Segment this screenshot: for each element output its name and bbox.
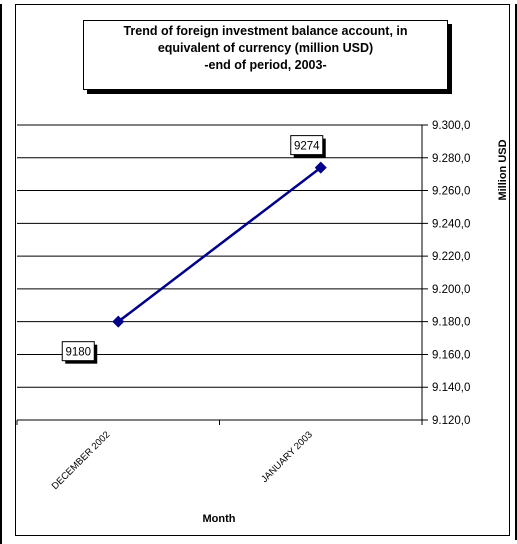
y-tick-label: 9.180,0 [432,317,470,329]
y-tick-label: 9.140,0 [432,382,470,394]
y-tick-label: 9.240,0 [432,218,470,230]
chart-title-box: Trend of foreign investment balance acco… [83,20,448,90]
y-tick-label: 9.300,0 [432,120,470,132]
data-label-box [61,341,95,362]
data-label: 9274 [294,141,320,153]
data-label-box [290,135,324,156]
chart-title-line-3: -end of period, 2003- [204,58,327,72]
chart-title-line-1: Trend of foreign investment balance acco… [123,24,408,38]
chart-area [15,4,510,536]
outer-frame-left [0,4,6,544]
data-point-marker [314,161,327,174]
y-tick-label: 9.280,0 [432,153,470,165]
y-tick-label: 9.160,0 [432,349,470,361]
x-tick-label: JANUARY 2003 [259,429,315,485]
y-tick-label: 9.200,0 [432,284,470,296]
data-label: 9180 [65,347,91,359]
data-point-marker [112,315,125,328]
y-axis-title: Million USD [497,139,509,200]
x-axis-title: Month [203,513,236,525]
y-tick-label: 9.260,0 [432,186,470,198]
series-line [117,166,322,323]
y-tick-label: 9.120,0 [432,415,470,427]
y-tick-label: 9.220,0 [432,251,470,263]
x-tick-label: DECEMBER 2002 [50,429,113,492]
chart-title-line-2: equivalent of currency (million USD) [157,41,374,55]
outer-frame-right [512,4,517,540]
